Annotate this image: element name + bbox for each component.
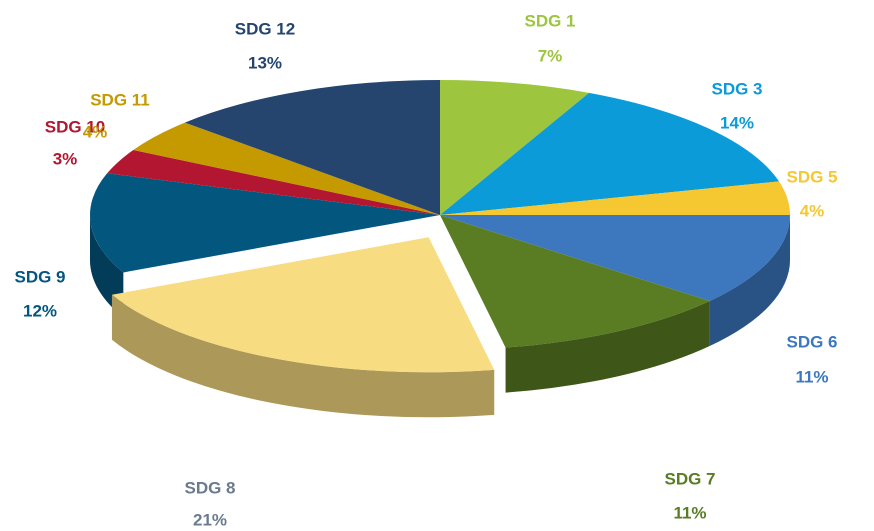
- value-label: 4%: [83, 122, 108, 141]
- slice-side-shade: [709, 215, 790, 347]
- slice-label: SDG 5: [786, 167, 837, 186]
- slice-label: SDG 6: [786, 332, 837, 351]
- slice-side: [709, 215, 790, 347]
- value-label: 12%: [23, 301, 57, 320]
- slice-side: [505, 301, 710, 393]
- slice-label: SDG 10: [45, 117, 105, 136]
- value-label: 7%: [538, 46, 563, 65]
- slice: [133, 122, 440, 215]
- slice: [440, 215, 790, 302]
- value-label: 4%: [800, 201, 825, 220]
- value-label: 11%: [795, 367, 828, 386]
- slice-label: SDG 12: [235, 19, 295, 38]
- value-label: 3%: [53, 149, 78, 168]
- slice-label: SDG 7: [664, 469, 715, 488]
- slice: [440, 181, 790, 215]
- slice-side: [111, 294, 495, 418]
- value-label: 13%: [248, 53, 282, 72]
- slice-side: [90, 215, 124, 318]
- slice: [440, 215, 710, 348]
- slice-side-shade: [90, 215, 124, 318]
- value-label: 11%: [673, 503, 706, 522]
- slice: [111, 237, 495, 373]
- slice-side-shade: [111, 294, 495, 418]
- slice-label: SDG 3: [711, 79, 762, 98]
- slice-label: SDG 8: [184, 478, 235, 497]
- slice-label: SDG 1: [524, 11, 575, 30]
- slice: [184, 80, 440, 215]
- slice: [107, 149, 440, 215]
- value-label: 21%: [193, 510, 227, 529]
- slice: [440, 80, 590, 215]
- slice-side-shade: [505, 301, 710, 393]
- value-label: 14%: [720, 113, 754, 132]
- slice-label: SDG 11: [90, 90, 150, 109]
- slice-label: SDG 9: [14, 267, 65, 286]
- slice: [90, 173, 441, 273]
- slice: [440, 92, 780, 215]
